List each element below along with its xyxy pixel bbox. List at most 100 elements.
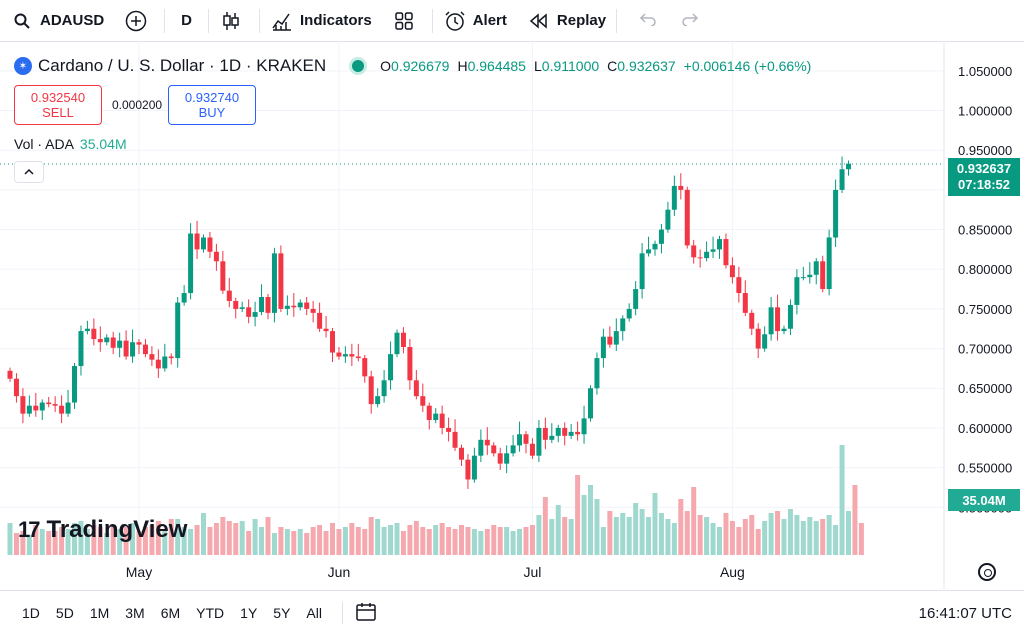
open-value: 0.926679 <box>391 58 450 74</box>
volume-bar <box>13 533 19 555</box>
range-ytd[interactable]: YTD <box>196 605 225 621</box>
indicators-icon <box>270 9 294 33</box>
volume-bar <box>742 519 748 555</box>
chart-settings-icon[interactable] <box>978 563 996 581</box>
candle-body <box>20 396 26 414</box>
candle-body <box>130 342 136 357</box>
candle-body <box>201 237 206 250</box>
sell-button[interactable]: 0.932540 SELL <box>14 85 102 125</box>
chart-type-button[interactable] <box>209 0 259 42</box>
chart-pane[interactable]: 1.0500001.0000000.9500000.9000000.850000… <box>0 43 1024 589</box>
volume-bar <box>78 521 84 555</box>
volume-bar <box>465 527 471 555</box>
bottom-toolbar: 1D 5D 1M 3M 6M YTD 1Y 5Y All 16:41:07 UT… <box>0 590 1024 635</box>
symbol-search[interactable]: ADAUSD <box>0 0 114 42</box>
candle-body <box>381 380 387 397</box>
volume-value: 35.04M <box>79 136 127 152</box>
range-5d[interactable]: 5D <box>55 605 74 621</box>
y-tick-label: 0.650000 <box>958 381 1012 396</box>
y-tick-label: 0.800000 <box>958 262 1012 277</box>
range-1d[interactable]: 1D <box>22 605 40 621</box>
range-6m[interactable]: 6M <box>160 605 181 621</box>
candle-body <box>207 237 213 252</box>
candle-body <box>755 328 761 349</box>
candle-body <box>575 431 581 435</box>
alert-label: Alert <box>472 12 507 29</box>
range-5y[interactable]: 5Y <box>273 605 291 621</box>
volume-bar <box>239 521 245 555</box>
volume-bar <box>284 529 290 555</box>
candle-body <box>465 459 471 480</box>
candle-body <box>213 251 219 262</box>
volume-bar <box>188 529 194 555</box>
candle-body <box>407 346 413 381</box>
volume-bar <box>349 523 355 555</box>
volume-bar <box>652 493 658 555</box>
indicators-button[interactable]: Indicators <box>260 0 382 42</box>
interval-button[interactable]: D <box>165 0 208 42</box>
candle-body <box>162 356 168 369</box>
candle-body <box>13 378 19 397</box>
candle-body <box>826 237 832 290</box>
collapse-legend-button[interactable] <box>14 161 44 183</box>
candle-body <box>349 354 355 357</box>
range-1y[interactable]: 1Y <box>240 605 258 621</box>
volume-bar <box>246 531 252 555</box>
volume-bar <box>426 529 432 555</box>
high-key: H <box>457 58 468 74</box>
volume-bar <box>317 525 323 555</box>
candle-body <box>639 253 645 290</box>
search-icon <box>10 9 34 33</box>
candle-body <box>168 356 174 359</box>
volume-bar <box>749 515 755 555</box>
layouts-button[interactable] <box>382 0 432 42</box>
chevron-up-icon <box>23 165 35 179</box>
price-chart[interactable]: 1.0500001.0000000.9500000.9000000.850000… <box>0 43 1024 589</box>
candle-body <box>562 427 568 436</box>
volume-bar <box>123 527 129 555</box>
alert-button[interactable]: Alert <box>433 0 517 42</box>
candle-body <box>194 233 200 250</box>
legend-title[interactable]: Cardano / U. S. Dollar · 1D · KRAKEN <box>38 56 327 75</box>
replay-button[interactable]: Replay <box>517 0 616 42</box>
volume-bar <box>497 527 503 555</box>
utc-clock[interactable]: 16:41:07 UTC <box>918 604 1012 622</box>
range-1m[interactable]: 1M <box>89 605 110 621</box>
candle-body <box>768 307 774 335</box>
volume-bar <box>433 525 439 555</box>
candle-body <box>117 340 123 348</box>
rewind-icon <box>527 9 551 33</box>
range-all[interactable]: All <box>306 605 322 621</box>
volume-bar <box>52 531 58 555</box>
volume-bar <box>368 517 374 555</box>
candle-body <box>336 352 342 357</box>
x-tick-label: May <box>126 564 152 580</box>
candle-body <box>84 328 90 332</box>
candle-body <box>787 304 793 329</box>
volume-bar <box>729 521 735 555</box>
candle-body <box>510 445 516 454</box>
tradingview-logo[interactable]: 17 TradingView <box>18 516 187 544</box>
volume-bar <box>820 519 826 555</box>
buy-button[interactable]: 0.932740 BUY <box>168 85 256 125</box>
candle-body <box>729 265 735 278</box>
range-3m[interactable]: 3M <box>125 605 145 621</box>
candle-body <box>388 354 394 381</box>
volume-bar <box>207 527 213 555</box>
compare-button[interactable] <box>114 0 164 42</box>
candle-body <box>91 328 97 340</box>
y-tick-label: 0.750000 <box>958 302 1012 317</box>
date-range-button[interactable] <box>355 602 377 625</box>
low-value: 0.911000 <box>541 58 600 74</box>
volume-bar <box>639 509 645 555</box>
candle-body <box>665 209 671 230</box>
redo-button[interactable] <box>671 0 709 42</box>
volume-bar <box>717 527 722 555</box>
volume-bar <box>471 529 477 555</box>
volume-bar <box>781 519 787 555</box>
volume-bar <box>839 445 845 555</box>
undo-button[interactable] <box>617 0 671 42</box>
candle-body <box>704 251 710 259</box>
candle-body <box>278 253 284 309</box>
volume-bar <box>362 529 368 555</box>
